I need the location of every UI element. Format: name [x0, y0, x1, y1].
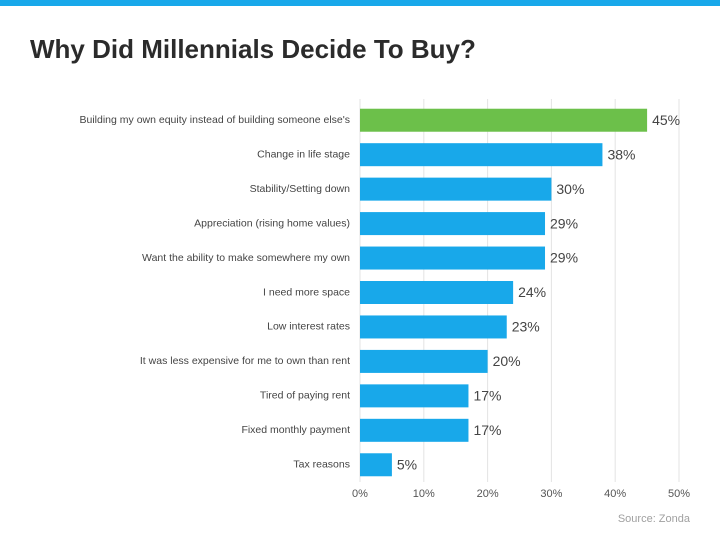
bar — [360, 453, 392, 477]
value-label: 30% — [556, 181, 584, 197]
bar — [360, 384, 469, 408]
value-label: 20% — [493, 353, 521, 369]
bar — [360, 349, 488, 373]
y-tick-label: Tax reasons — [293, 459, 350, 471]
bar — [360, 281, 514, 304]
bar — [360, 315, 507, 339]
value-label: 23% — [512, 319, 540, 335]
x-tick-label: 20% — [477, 488, 499, 500]
x-tick-label: 0% — [352, 488, 368, 500]
source: Source: Zonda — [618, 513, 691, 525]
bar — [360, 108, 648, 132]
x-tick-label: 40% — [604, 488, 626, 500]
value-label: 29% — [550, 215, 578, 231]
bar — [360, 143, 603, 167]
x-tick-label: 30% — [540, 488, 562, 500]
y-tick-label: Tired of paying rent — [260, 390, 350, 402]
y-tick-label: I need more space — [263, 286, 350, 298]
x-tick-label: 50% — [668, 488, 690, 500]
top-strip — [0, 0, 720, 6]
y-tick-label: Stability/Setting down — [250, 183, 351, 195]
value-label: 5% — [397, 456, 417, 472]
value-label: 45% — [652, 112, 680, 128]
y-tick-label: Want the ability to make somewhere my ow… — [142, 252, 350, 264]
bar — [360, 246, 546, 270]
x-tick-label: 10% — [413, 488, 435, 500]
y-tick-label: Building my own equity instead of buildi… — [80, 114, 351, 126]
y-tick-label: Low interest rates — [267, 321, 350, 333]
y-tick-label: It was less expensive for me to own than… — [140, 355, 350, 367]
bar — [360, 418, 469, 442]
y-tick-label: Appreciation (rising home values) — [194, 217, 350, 229]
y-tick-label: Fixed monthly payment — [241, 424, 350, 436]
bar — [360, 212, 546, 236]
value-label: 24% — [518, 284, 546, 300]
chart-title: Why Did Millennials Decide To Buy? — [30, 34, 476, 64]
value-label: 17% — [473, 388, 501, 404]
value-label: 17% — [473, 422, 501, 438]
bar — [360, 177, 552, 201]
value-label: 29% — [550, 250, 578, 266]
y-tick-label: Change in life stage — [257, 148, 350, 160]
value-label: 38% — [607, 146, 635, 162]
